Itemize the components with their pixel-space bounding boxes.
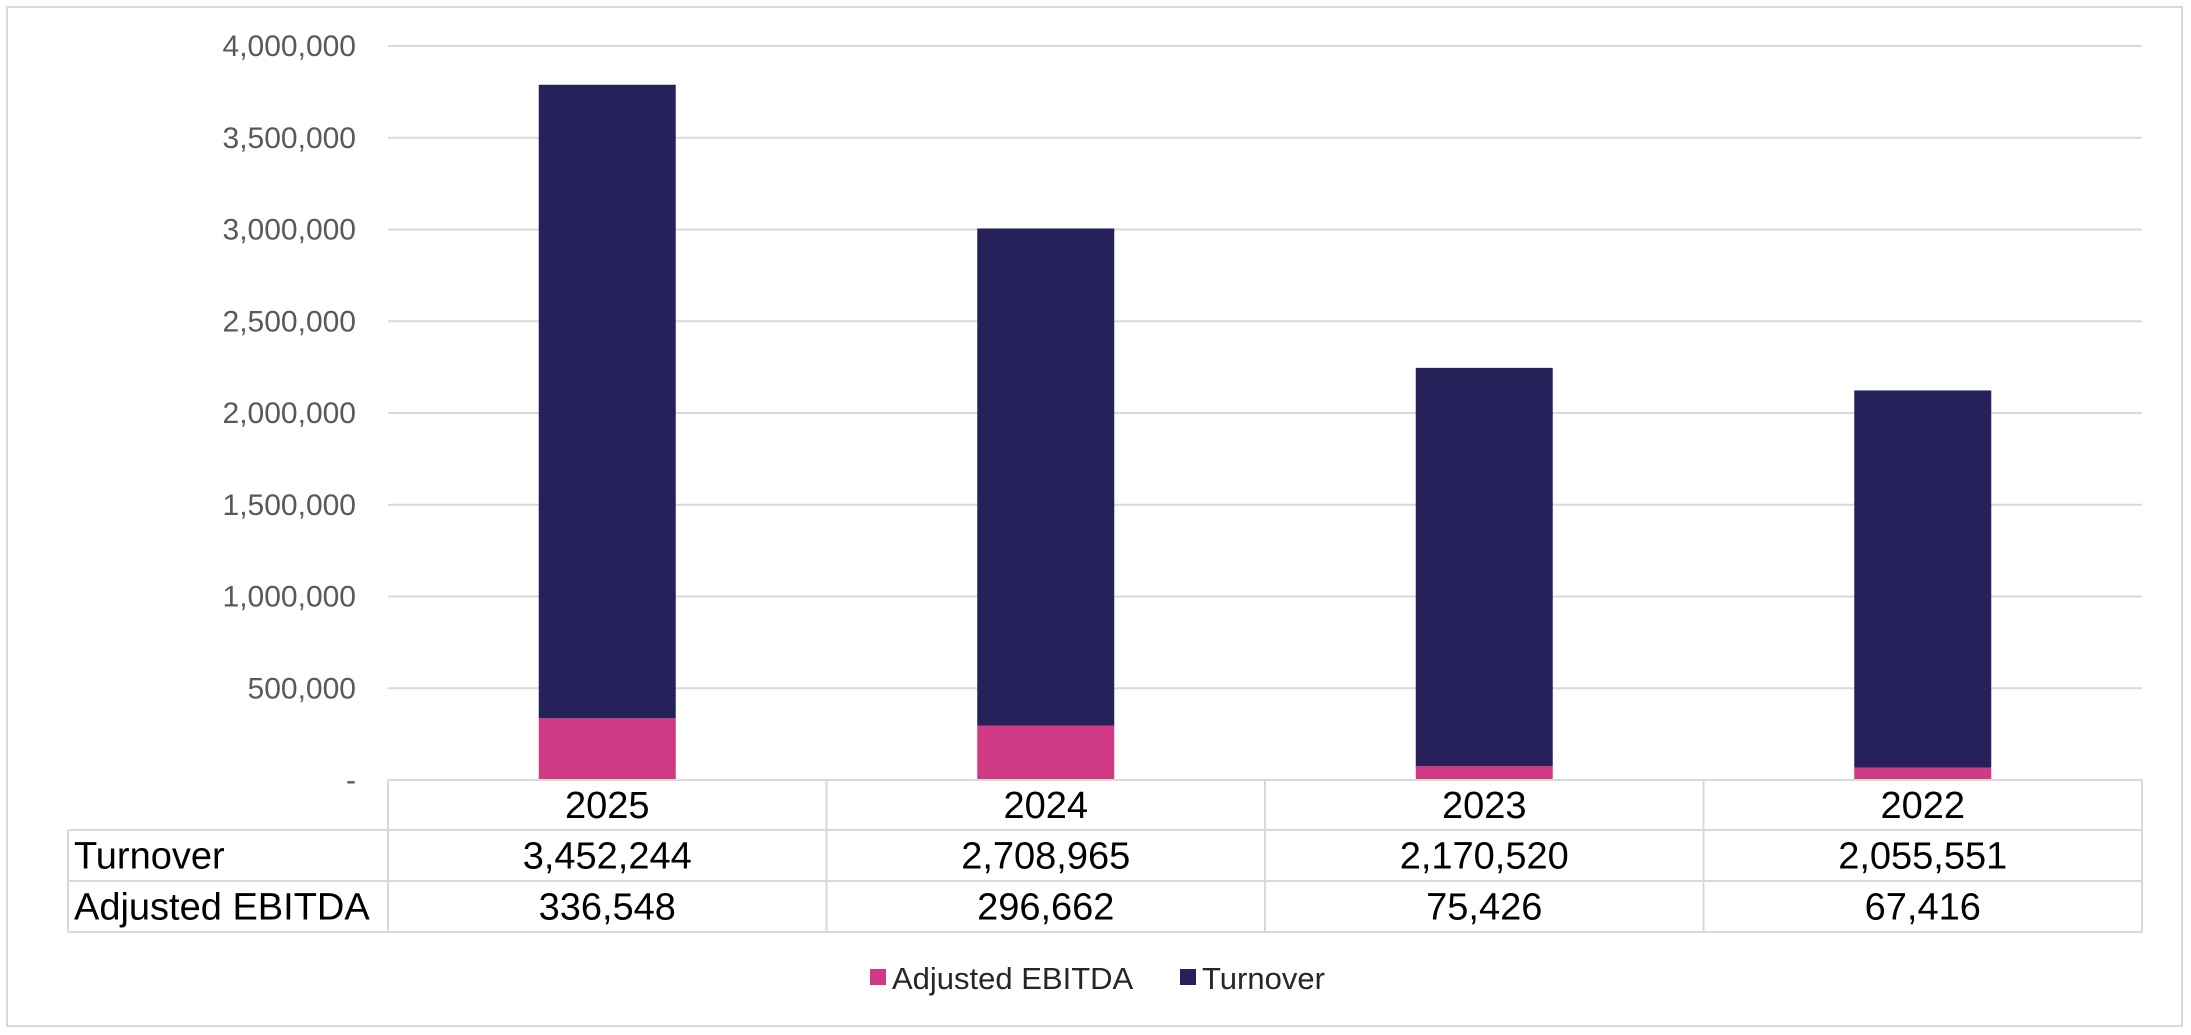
bar-turnover-2022 — [1854, 390, 1992, 768]
y-tick-label: - — [346, 764, 356, 797]
table-cell-value: 3,452,244 — [523, 836, 692, 878]
table-row-label: Turnover — [74, 836, 225, 878]
category-label: 2022 — [1880, 785, 1965, 827]
legend-label: Adjusted EBITDA — [892, 961, 1134, 996]
table-cell-value: 67,416 — [1865, 887, 1981, 929]
y-tick-label: 3,000,000 — [223, 214, 356, 247]
bar-adjusted-ebitda-2024 — [977, 725, 1115, 780]
y-tick-label: 3,500,000 — [223, 122, 356, 155]
table-row-label: Adjusted EBITDA — [74, 887, 370, 929]
y-tick-label: 1,000,000 — [223, 581, 356, 614]
category-label: 2024 — [1003, 785, 1088, 827]
category-label: 2023 — [1442, 785, 1527, 827]
bar-adjusted-ebitda-2023 — [1415, 766, 1553, 780]
table-cell-value: 2,708,965 — [961, 836, 1130, 878]
table-cell-value: 75,426 — [1426, 887, 1542, 929]
bar-adjusted-ebitda-2022 — [1854, 767, 1992, 780]
table-cell-value: 2,170,520 — [1400, 836, 1569, 878]
table-cell-value: 336,548 — [539, 887, 676, 929]
legend-label: Turnover — [1202, 961, 1325, 996]
legend-swatch — [870, 969, 886, 985]
y-tick-label: 500,000 — [248, 672, 356, 705]
bar-turnover-2024 — [977, 228, 1115, 726]
chart-frame — [6, 6, 2183, 1027]
bar-adjusted-ebitda-2025 — [538, 718, 676, 780]
y-tick-label: 1,500,000 — [223, 489, 356, 522]
y-tick-label: 2,500,000 — [223, 305, 356, 338]
bar-turnover-2025 — [538, 84, 676, 719]
table-cell-value: 296,662 — [977, 887, 1114, 929]
table-cell-value: 2,055,551 — [1838, 836, 2007, 878]
y-tick-label: 2,000,000 — [223, 397, 356, 430]
y-tick-label: 4,000,000 — [223, 30, 356, 63]
category-label: 2025 — [565, 785, 650, 827]
bar-turnover-2023 — [1415, 367, 1553, 767]
legend-swatch — [1180, 969, 1196, 985]
